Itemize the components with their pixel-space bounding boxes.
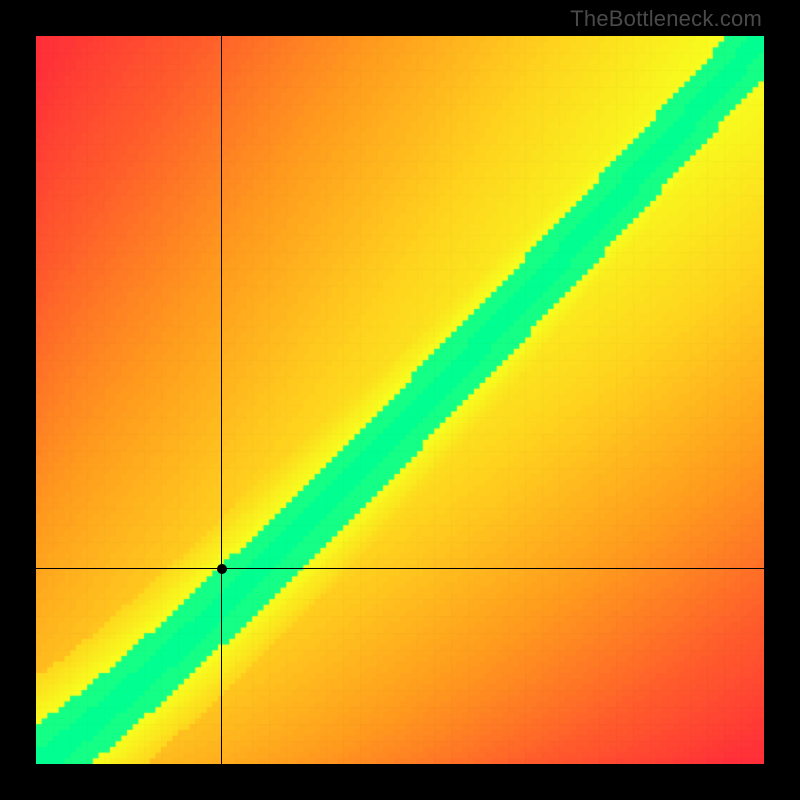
- chart-frame: TheBottleneck.com: [0, 0, 800, 800]
- watermark-text: TheBottleneck.com: [570, 6, 762, 32]
- heatmap-canvas: [36, 36, 764, 764]
- crosshair-horizontal: [36, 568, 764, 569]
- crosshair-vertical: [221, 36, 222, 764]
- plot-area: [36, 36, 764, 764]
- marker-dot: [217, 564, 227, 574]
